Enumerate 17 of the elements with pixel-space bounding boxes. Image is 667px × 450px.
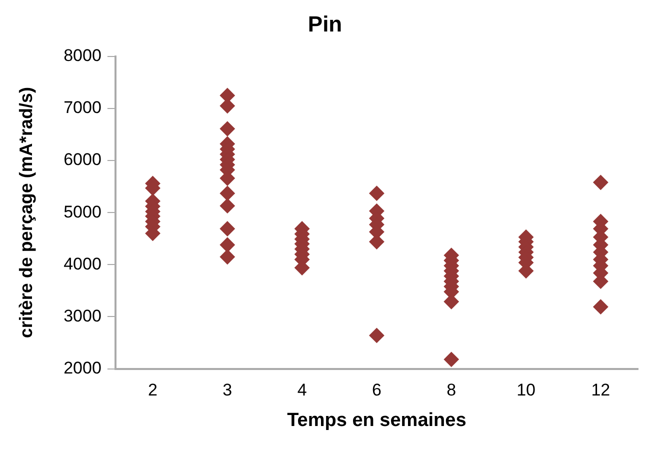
chart-title: Pin (308, 11, 342, 36)
y-tick-label: 7000 (64, 98, 102, 118)
y-tick-label: 5000 (64, 202, 102, 222)
x-tick-label: 3 (222, 380, 232, 400)
y-axis-title: critère de perçage (mA*rad/s) (16, 87, 36, 338)
x-axis-title: Temps en semaines (287, 410, 466, 431)
y-tick-label: 2000 (64, 358, 102, 378)
y-tick-label: 3000 (64, 306, 102, 326)
x-tick-label: 2 (148, 380, 158, 400)
x-tick-label: 12 (591, 380, 610, 400)
x-tick-label: 8 (446, 380, 456, 400)
x-tick-label: 6 (372, 380, 382, 400)
y-tick-label: 4000 (64, 254, 102, 274)
y-tick-label: 6000 (64, 150, 102, 170)
y-tick-label: 8000 (64, 46, 102, 66)
x-tick-label: 4 (297, 380, 307, 400)
x-tick-label: 10 (516, 380, 536, 400)
